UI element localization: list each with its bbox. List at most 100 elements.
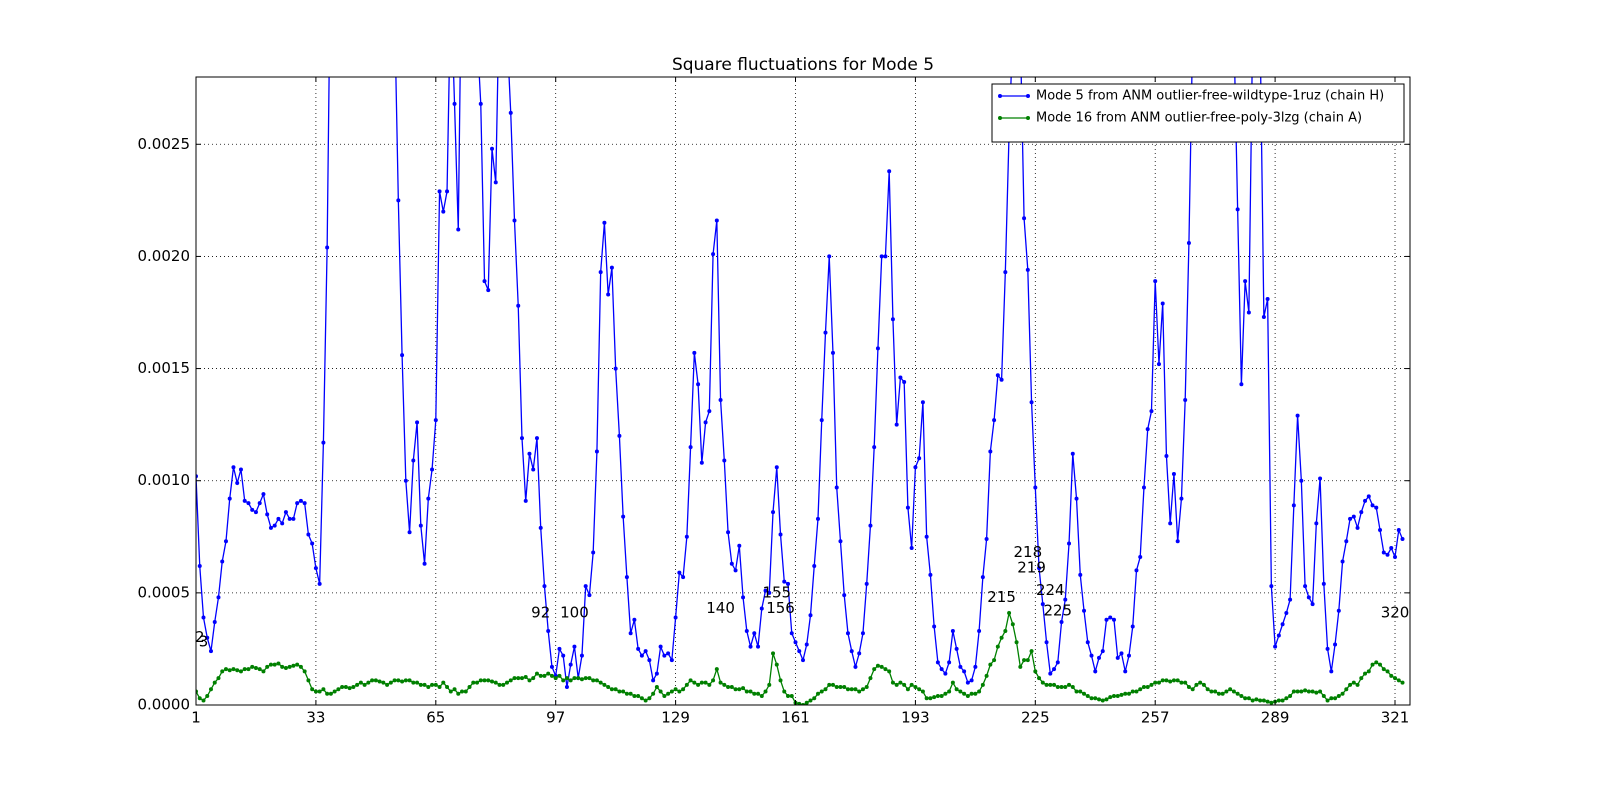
data-point <box>358 680 363 685</box>
data-point <box>834 485 839 490</box>
data-point <box>681 687 686 692</box>
data-point <box>793 640 798 645</box>
data-point <box>197 696 202 701</box>
data-point <box>756 644 761 649</box>
data-point <box>857 689 862 694</box>
data-point <box>388 680 393 685</box>
data-point <box>898 375 903 380</box>
data-point <box>321 687 326 692</box>
data-point <box>205 635 210 640</box>
data-point <box>905 687 910 692</box>
data-point <box>621 689 626 694</box>
data-point <box>242 498 247 503</box>
data-point <box>830 682 835 687</box>
data-point <box>471 680 476 685</box>
data-point <box>1052 682 1057 687</box>
data-point <box>1044 640 1049 645</box>
data-point <box>523 674 528 679</box>
annotation: 225 <box>1043 601 1072 619</box>
data-point <box>250 664 255 669</box>
data-point <box>662 653 667 658</box>
data-point <box>1336 694 1341 699</box>
data-point <box>1336 608 1341 613</box>
data-point <box>1351 680 1356 685</box>
data-point <box>538 525 543 530</box>
data-point <box>774 662 779 667</box>
data-point <box>313 689 318 694</box>
data-point <box>1280 698 1285 703</box>
data-point <box>1007 611 1012 616</box>
data-point <box>430 467 435 472</box>
data-point <box>748 689 753 694</box>
data-point <box>950 628 955 633</box>
data-point <box>767 682 772 687</box>
data-point <box>729 561 734 566</box>
data-point <box>1063 597 1068 602</box>
data-point <box>1265 297 1270 302</box>
data-point <box>220 669 225 674</box>
data-point <box>999 635 1004 640</box>
data-point <box>287 516 292 521</box>
data-point <box>699 460 704 465</box>
data-point <box>924 696 929 701</box>
data-point <box>1168 521 1173 526</box>
data-point <box>1067 541 1072 546</box>
data-point <box>400 353 405 358</box>
data-point <box>223 539 228 544</box>
data-point <box>482 279 487 284</box>
data-point <box>437 685 442 690</box>
data-point <box>283 510 288 515</box>
data-point <box>321 440 326 445</box>
data-point <box>579 653 584 658</box>
data-point <box>373 678 378 683</box>
data-point <box>995 644 1000 649</box>
data-point <box>666 691 671 696</box>
data-point <box>1067 682 1072 687</box>
data-point <box>1378 528 1383 533</box>
data-point <box>486 678 491 683</box>
data-point <box>583 676 588 681</box>
data-point <box>1381 550 1386 555</box>
data-point <box>917 687 922 692</box>
data-point <box>1366 669 1371 674</box>
data-point <box>591 678 596 683</box>
y-tick-label: 0.0010 <box>138 471 191 489</box>
data-point <box>849 649 854 654</box>
data-point <box>1359 510 1364 515</box>
data-point <box>624 575 629 580</box>
data-point <box>932 624 937 629</box>
chart-title: Square fluctuations for Mode 5 <box>672 55 934 75</box>
data-point <box>246 501 251 506</box>
data-point <box>1048 682 1053 687</box>
data-point <box>1385 669 1390 674</box>
data-point <box>958 664 963 669</box>
data-point <box>875 663 880 668</box>
data-point <box>718 397 723 402</box>
data-point <box>549 664 554 669</box>
data-point <box>726 685 731 690</box>
annotation: 224 <box>1036 581 1065 599</box>
data-point <box>1082 608 1087 613</box>
data-point <box>752 691 757 696</box>
data-point <box>1224 689 1229 694</box>
data-point <box>1284 611 1289 616</box>
data-point <box>561 678 566 683</box>
data-point <box>1085 640 1090 645</box>
data-point <box>1025 267 1030 272</box>
data-point <box>1070 685 1075 690</box>
data-point <box>789 694 794 699</box>
data-point <box>1344 539 1349 544</box>
data-point <box>1396 528 1401 533</box>
data-point <box>594 678 599 683</box>
annotation: 155 <box>762 583 791 601</box>
data-point <box>703 680 708 685</box>
data-point <box>433 682 438 687</box>
data-point <box>261 492 266 497</box>
data-point <box>1025 658 1030 663</box>
data-point <box>609 265 614 270</box>
annotation: 156 <box>766 599 795 617</box>
data-point <box>621 514 626 519</box>
data-point <box>853 687 858 692</box>
data-point <box>902 380 907 385</box>
data-point <box>920 400 925 405</box>
